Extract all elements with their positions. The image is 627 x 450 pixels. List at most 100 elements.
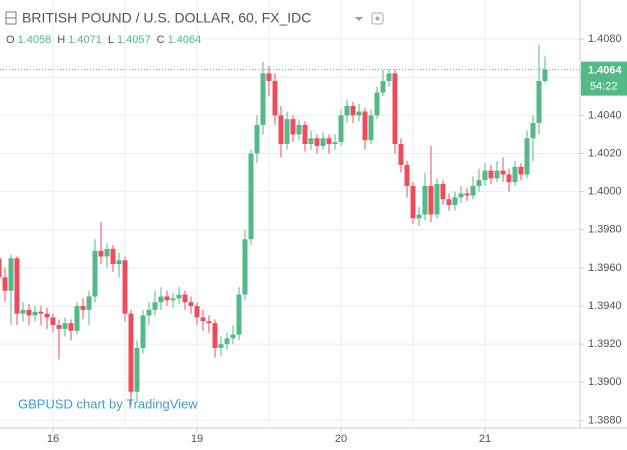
candle-body: [104, 248, 110, 257]
candle-body: [212, 323, 218, 348]
candle-body: [248, 153, 254, 240]
ohlc-value: 1.4071: [68, 34, 102, 46]
y-tick-label: 1.3940: [588, 300, 622, 312]
ohlc-label: C: [157, 34, 165, 46]
candle-body: [44, 313, 50, 318]
candle-body: [512, 166, 518, 183]
candle-body: [350, 105, 356, 116]
chart-title: BRITISH POUND / U.S. DOLLAR, 60, FX_IDC: [22, 10, 311, 26]
candle-body: [416, 214, 422, 219]
candle-body: [482, 170, 488, 181]
candle-body: [272, 81, 278, 116]
price-badge: [581, 61, 627, 96]
candle-body: [284, 119, 290, 144]
candle-body: [116, 260, 122, 265]
candle-body: [110, 248, 116, 265]
candle-body: [374, 92, 380, 116]
candle-body: [194, 306, 200, 318]
candle-body: [158, 296, 164, 303]
candle-body: [74, 306, 80, 331]
candle-body: [146, 309, 152, 316]
candle-body: [242, 239, 248, 295]
candle-body: [320, 138, 326, 146]
candle-body: [170, 298, 176, 301]
candle-body: [164, 296, 170, 301]
ohlc-value: 1.4057: [117, 34, 151, 46]
candle-body: [470, 185, 476, 196]
candle-body: [530, 123, 536, 139]
watermark: GBPUSD chart by TradingView: [18, 396, 198, 411]
candle-body: [362, 111, 368, 141]
x-tick-label: 16: [47, 433, 59, 445]
settings-icon[interactable]: [371, 12, 384, 25]
candle-body: [278, 115, 284, 144]
candle-body: [224, 338, 230, 345]
candle-body: [542, 69, 548, 82]
y-tick-label: 1.3920: [588, 338, 622, 350]
y-tick-label: 1.3980: [588, 224, 622, 236]
y-tick-label: 1.4040: [588, 109, 622, 121]
candle-body: [80, 306, 86, 310]
candle-body: [458, 193, 464, 198]
candle-body: [386, 73, 392, 82]
candle-body: [428, 185, 434, 215]
ohlc-label: H: [57, 34, 65, 46]
candle-body: [380, 81, 386, 93]
dropdown-icon[interactable]: [355, 17, 363, 21]
candle-body: [86, 296, 92, 310]
candle-body: [206, 321, 212, 324]
grid: [0, 0, 580, 428]
candle-body: [392, 73, 398, 144]
candle-body: [32, 311, 38, 316]
candle-body: [92, 250, 98, 297]
candle-body: [494, 170, 500, 179]
candle-body: [98, 250, 104, 257]
settings-icon-dot: [375, 16, 380, 21]
candle-body: [176, 294, 182, 299]
candle-body: [128, 313, 134, 392]
candle-body: [536, 81, 542, 123]
candle-body: [518, 166, 524, 175]
y-tick-label: 1.3880: [588, 414, 622, 426]
x-tick-label: 21: [479, 433, 491, 445]
candle-body: [296, 124, 302, 135]
candle-body: [338, 115, 344, 143]
candle-body: [152, 302, 158, 310]
candle-body: [230, 334, 236, 339]
axes: 1.3880 1.3900 1.3920 1.3940 1.3960 1.3980 1.40…: [47, 33, 627, 445]
candle-body: [452, 197, 458, 205]
candle-body: [308, 138, 314, 144]
candle-body: [506, 174, 512, 183]
y-tick-label: 1.4020: [588, 147, 622, 159]
ohlc-label: L: [108, 34, 114, 46]
y-tick-label: 1.4080: [588, 33, 622, 45]
candle-body: [134, 347, 140, 392]
candle-body: [8, 258, 14, 291]
candle-body: [50, 317, 56, 326]
candles: [0, 44, 580, 406]
ohlc-value: 1.4058: [18, 34, 52, 46]
y-tick-label: 1.4000: [588, 186, 622, 198]
candle-body: [410, 185, 416, 219]
candle-body: [332, 142, 338, 144]
candle-body: [254, 124, 260, 154]
candle-body: [440, 184, 446, 200]
candle-body: [434, 184, 440, 215]
candle-body: [2, 277, 8, 291]
price-badge-value: 1.4064: [588, 65, 623, 77]
y-tick-label: 1.3960: [588, 262, 622, 274]
candle-body: [38, 311, 44, 314]
ohlc-legend: O 1.4058 H 1.4071 L 1.4057 C 1.4064: [6, 34, 201, 46]
candle-body: [464, 193, 470, 196]
candle-body: [0, 258, 2, 278]
candle-body: [290, 119, 296, 135]
candle-body: [344, 105, 350, 116]
candle-body: [218, 344, 224, 348]
candle-body: [26, 309, 32, 316]
y-tick-label: 1.3900: [588, 376, 622, 388]
candle-body: [446, 199, 452, 205]
candle-body: [266, 73, 272, 82]
candle-body: [398, 143, 404, 165]
